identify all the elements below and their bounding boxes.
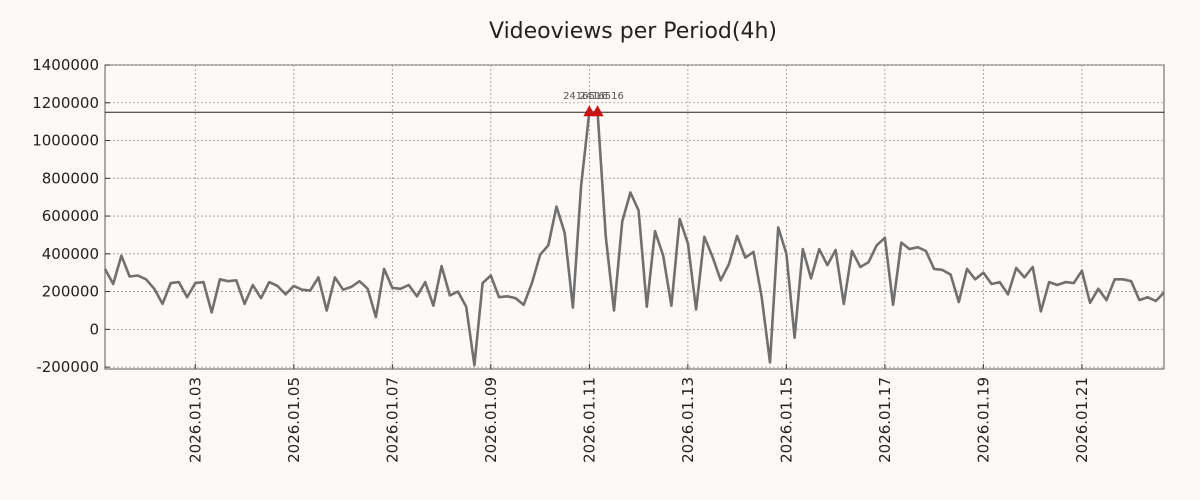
y-tick-label: 1200000 bbox=[32, 94, 99, 112]
y-tick-label: -200000 bbox=[36, 358, 99, 376]
x-tick-label: 2026.01.13 bbox=[679, 377, 697, 463]
x-tick-label: 2026.01.17 bbox=[876, 377, 894, 463]
y-tick-label: 400000 bbox=[42, 245, 99, 263]
chart-title: Videoviews per Period(4h) bbox=[489, 19, 777, 44]
series-line-videoviews bbox=[103, 110, 1165, 367]
x-tick-label: 2026.01.07 bbox=[383, 377, 401, 463]
x-tick-label: 2026.01.05 bbox=[285, 377, 303, 463]
y-axis-ticks: 1400000 1200000 1000000 800000 600000 400000 2… bbox=[32, 56, 110, 376]
peak-marker bbox=[583, 105, 596, 117]
peak-label: 2416516 bbox=[563, 91, 608, 102]
x-tick-label: 2026.01.21 bbox=[1073, 377, 1091, 463]
y-tick-label: 200000 bbox=[42, 283, 99, 301]
y-tick-label: 0 bbox=[89, 320, 99, 338]
x-axis-ticks: 2026.01.03 2026.01.05 2026.01.07 2026.01.09… bbox=[186, 364, 1091, 463]
peak-marker bbox=[591, 105, 604, 117]
x-tick-label: 2026.01.15 bbox=[777, 377, 795, 463]
y-tick-label: 1000000 bbox=[32, 132, 99, 150]
grid-layer bbox=[105, 64, 1164, 369]
x-tick-label: 2026.01.03 bbox=[186, 377, 204, 463]
y-tick-label: 800000 bbox=[42, 169, 99, 187]
y-tick-label: 600000 bbox=[42, 207, 99, 225]
y-tick-label: 1400000 bbox=[32, 56, 99, 74]
x-tick-label: 2026.01.09 bbox=[482, 377, 500, 463]
plot-frame bbox=[104, 64, 1165, 370]
x-tick-label: 2026.01.19 bbox=[974, 377, 992, 463]
peak-label: 2416516 bbox=[579, 91, 624, 102]
x-tick-label: 2026.01.11 bbox=[580, 377, 598, 463]
